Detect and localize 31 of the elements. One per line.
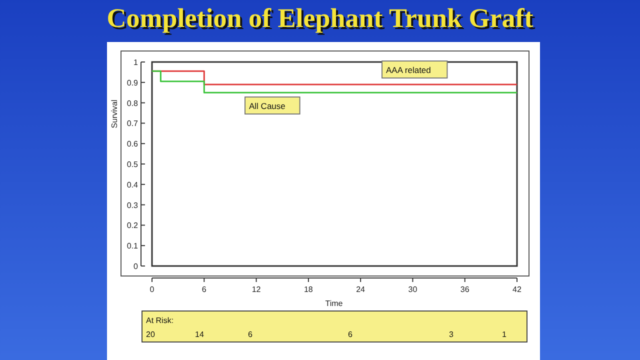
text: 6	[248, 330, 253, 339]
text: 14	[195, 330, 204, 339]
x-tick-label: 6	[202, 285, 207, 294]
y-tick-label: 0.1	[126, 242, 139, 251]
x-tick-label: 12	[252, 285, 262, 294]
y-tick-label: 0.8	[126, 98, 139, 108]
x-tick-label: 24	[356, 285, 366, 294]
y-tick-label: 0.9	[126, 78, 139, 88]
text: 3	[449, 330, 454, 339]
series-label: All Cause	[249, 101, 286, 111]
text: At Risk:	[146, 316, 174, 325]
x-tick-label: 18	[304, 285, 314, 294]
x-tick-label: 0	[150, 285, 155, 294]
text: 20	[146, 330, 156, 339]
y-tick-label: 0	[134, 262, 139, 271]
chart-title: Completion of Elephant Trunk Graft	[108, 5, 536, 35]
y-tick-label: 0.7	[126, 119, 139, 128]
y-axis-title: Survival	[110, 100, 119, 128]
x-tick-label: 30	[408, 285, 418, 294]
series-label: AAA related	[386, 65, 432, 75]
y-tick-label: 1	[134, 58, 139, 67]
y-tick-label: 0.6	[126, 140, 139, 149]
text: 1	[502, 330, 507, 339]
x-axis-title: Time	[325, 299, 344, 308]
x-tick-label: 36	[460, 285, 470, 294]
y-tick-label: 0.3	[126, 200, 139, 210]
x-tick-label: 42	[512, 285, 522, 294]
y-tick-label: 0.2	[126, 221, 139, 230]
y-tick-label: 0.5	[126, 160, 139, 169]
y-tick-label: 0.4	[126, 180, 139, 190]
text: 6	[348, 330, 353, 339]
